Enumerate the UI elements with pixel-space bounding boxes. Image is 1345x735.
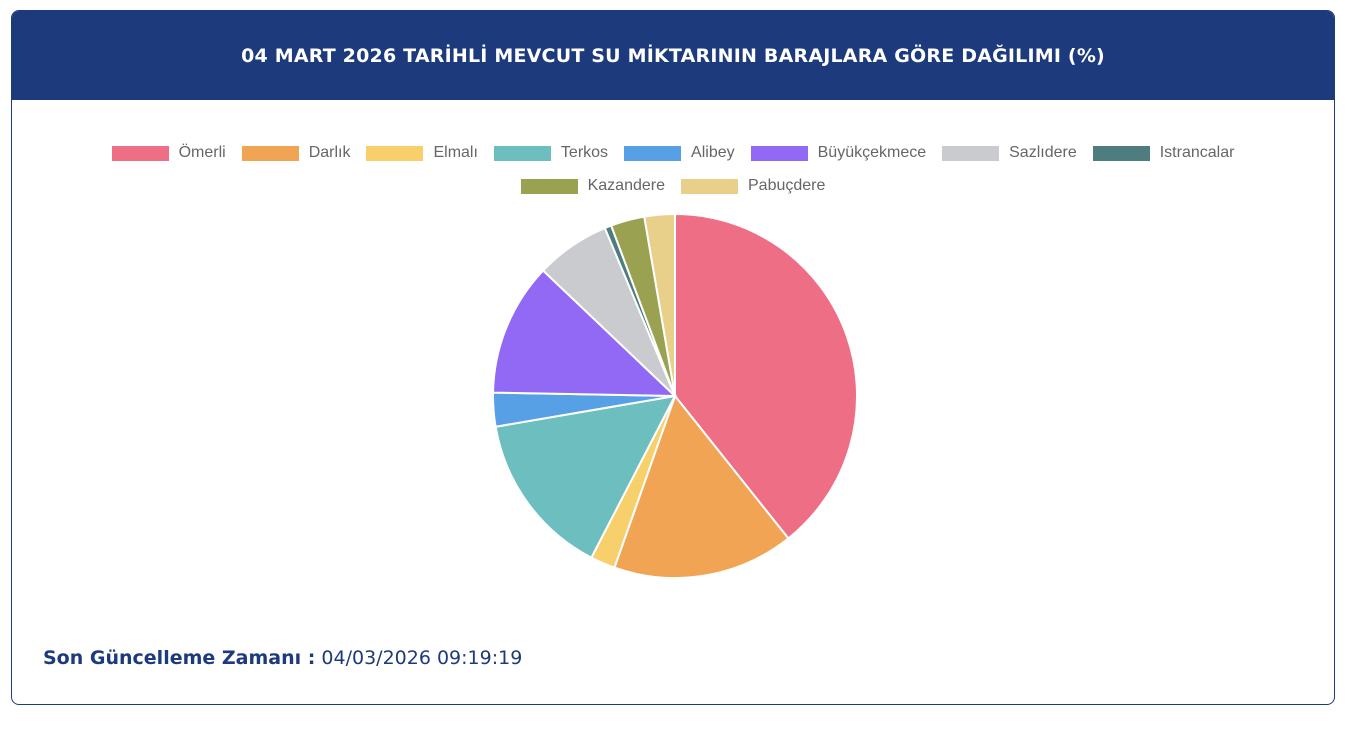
pie-slice[interactable] [643, 212, 676, 397]
legend-swatch [681, 178, 738, 194]
chart-legend: Ömerli Darlık Elmalı Terkos Alibey Büyükçekme… [12, 141, 1334, 207]
legend-swatch [493, 145, 551, 161]
chart-title: 04 MART 2026 TARİHLİ MEVCUT SU MİKTARINI… [241, 44, 1105, 67]
legend-item[interactable]: Kazandere [520, 177, 665, 195]
card-header: 04 MART 2026 TARİHLİ MEVCUT SU MİKTARINI… [12, 11, 1334, 100]
legend-label: Büyükçekmece [817, 144, 927, 161]
legend-swatch [241, 145, 299, 161]
legend-swatch [750, 145, 808, 161]
legend-swatch [942, 145, 1000, 161]
legend-item[interactable]: Istrancalar [1092, 144, 1235, 162]
legend-row-1: Ömerli Darlık Elmalı Terkos Alibey Büyükçekme… [12, 141, 1334, 165]
legend-label: Pabuçdere [748, 177, 826, 194]
pie-chart [492, 212, 858, 579]
legend-row-2: Kazandere Pabuçdere [12, 174, 1334, 198]
last-update-label: Son Güncelleme Zamanı : [43, 647, 316, 669]
legend-label: Ömerli [178, 144, 226, 161]
legend-label: Sazlıdere [1009, 144, 1077, 161]
legend-item[interactable]: Ömerli [111, 144, 226, 162]
chart-card: 04 MART 2026 TARİHLİ MEVCUT SU MİKTARINI… [11, 10, 1335, 705]
legend-label: Alibey [691, 144, 735, 161]
last-update: Son Güncelleme Zamanı : 04/03/2026 09:19… [43, 647, 522, 669]
legend-label: Darlık [308, 144, 351, 161]
legend-item[interactable]: Büyükçekmece [750, 144, 927, 162]
legend-label: Kazandere [587, 177, 665, 194]
legend-item[interactable]: Alibey [624, 144, 735, 162]
legend-item[interactable]: Sazlıdere [942, 144, 1077, 162]
legend-label: Istrancalar [1159, 144, 1235, 161]
pie-slice[interactable] [492, 269, 678, 398]
legend-swatch [624, 145, 682, 161]
last-update-value: 04/03/2026 09:19:19 [321, 647, 523, 669]
legend-swatch [111, 145, 169, 161]
legend-swatch [1092, 145, 1150, 161]
legend-item[interactable]: Elmalı [366, 144, 478, 162]
legend-swatch [520, 178, 578, 194]
legend-label: Elmalı [433, 144, 478, 161]
legend-label: Terkos [560, 144, 609, 161]
legend-swatch [366, 145, 424, 161]
pie-slice[interactable] [613, 393, 790, 579]
pie-slice[interactable] [674, 212, 858, 540]
legend-item[interactable]: Darlık [241, 144, 351, 162]
legend-item[interactable]: Pabuçdere [681, 177, 825, 195]
pie-slice[interactable] [494, 394, 677, 559]
legend-item[interactable]: Terkos [493, 144, 609, 162]
